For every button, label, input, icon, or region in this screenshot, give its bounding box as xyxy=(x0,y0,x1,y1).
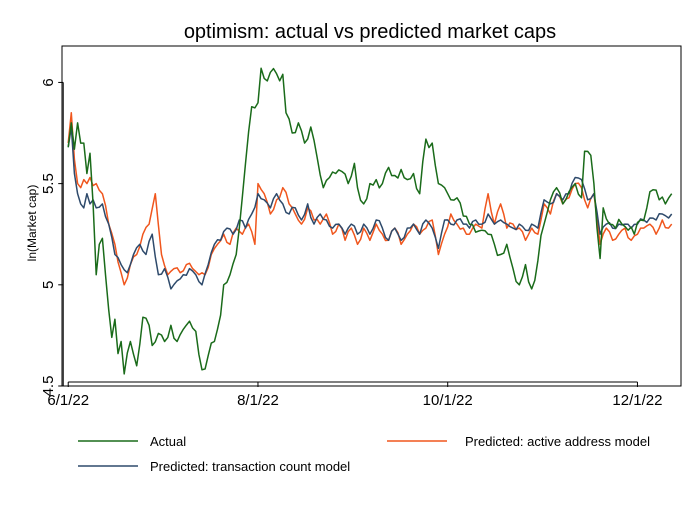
y-tick-label: 6 xyxy=(40,78,57,86)
x-tick-label: 12/1/22 xyxy=(612,392,662,409)
y-tick-label: 5 xyxy=(40,281,57,289)
legend-label-1: Predicted: active address model xyxy=(465,434,650,449)
x-tick-label: 10/1/22 xyxy=(423,392,473,409)
series-line-2 xyxy=(67,126,673,290)
axes-layer: 4.5 5 5.5 6 6/1/22 8/1/22 10/1/22 12/1/22 xyxy=(40,78,662,409)
legend-label-0: Actual xyxy=(150,434,186,449)
y-tick-label: 5.5 xyxy=(40,173,57,194)
chart-title: optimism: actual vs predicted market cap… xyxy=(184,21,556,43)
y-tick-label: 4.5 xyxy=(40,376,57,397)
y-axis-label: ln(Market cap) xyxy=(25,185,39,262)
series-line-0 xyxy=(67,67,673,375)
x-tick-label: 6/1/22 xyxy=(47,392,89,409)
series-layer xyxy=(67,67,673,375)
x-tick-label: 8/1/22 xyxy=(237,392,279,409)
legend-label-2: Predicted: transaction count model xyxy=(150,459,350,474)
series-line-1 xyxy=(67,112,673,286)
plot-area-frame xyxy=(61,45,682,387)
legend: Actual Predicted: active address model Pre… xyxy=(78,434,650,474)
